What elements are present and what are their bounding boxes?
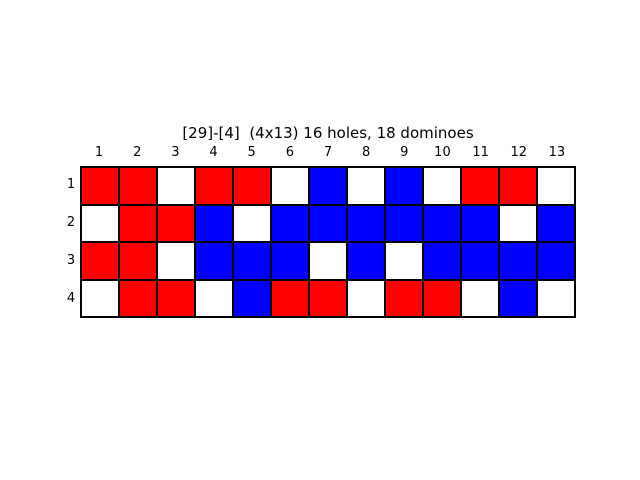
red-cell xyxy=(233,167,271,205)
hole-cell xyxy=(157,167,195,205)
column-label: 3 xyxy=(171,145,180,160)
column-label: 7 xyxy=(323,145,333,160)
blue-cell xyxy=(309,167,347,205)
row-label: 2 xyxy=(66,215,76,230)
blue-cell xyxy=(499,279,537,317)
hole-cell xyxy=(385,242,423,280)
domino-board xyxy=(80,166,576,318)
blue-cell xyxy=(347,242,385,280)
blue-cell xyxy=(385,204,423,242)
hole-cell xyxy=(309,242,347,280)
blue-cell xyxy=(537,242,575,280)
red-cell xyxy=(271,279,309,317)
blue-cell xyxy=(233,279,271,317)
column-label: 13 xyxy=(548,145,566,160)
hole-cell xyxy=(537,167,575,205)
column-label: 9 xyxy=(400,145,409,160)
red-cell xyxy=(81,242,119,280)
blue-cell xyxy=(423,242,461,280)
board-title: [29]-[4] (4x13) 16 holes, 18 dominoes xyxy=(182,124,474,142)
column-label: 10 xyxy=(434,145,451,160)
hole-cell xyxy=(499,204,537,242)
column-label: 8 xyxy=(361,145,371,160)
blue-cell xyxy=(385,167,423,205)
column-label: 12 xyxy=(510,145,528,160)
hole-cell xyxy=(81,279,119,317)
hole-cell xyxy=(347,279,385,317)
row-label: 3 xyxy=(66,253,76,268)
blue-cell xyxy=(233,242,271,280)
hole-cell xyxy=(81,204,119,242)
blue-cell xyxy=(347,204,385,242)
red-cell xyxy=(119,242,157,280)
hole-cell xyxy=(347,167,385,205)
hole-cell xyxy=(157,242,195,280)
red-cell xyxy=(195,167,233,205)
red-cell xyxy=(119,204,157,242)
row-label: 1 xyxy=(66,177,76,192)
red-cell xyxy=(119,279,157,317)
blue-cell xyxy=(499,242,537,280)
column-label: 1 xyxy=(94,145,104,160)
blue-cell xyxy=(423,204,461,242)
red-cell xyxy=(309,279,347,317)
blue-cell xyxy=(461,204,499,242)
blue-cell xyxy=(271,204,309,242)
row-label: 4 xyxy=(66,291,76,306)
blue-cell xyxy=(461,242,499,280)
hole-cell xyxy=(537,279,575,317)
blue-cell xyxy=(195,204,233,242)
red-cell xyxy=(461,167,499,205)
column-label: 5 xyxy=(247,145,256,160)
red-cell xyxy=(423,279,461,317)
red-cell xyxy=(157,279,195,317)
hole-cell xyxy=(233,204,271,242)
column-label: 4 xyxy=(209,145,218,160)
blue-cell xyxy=(195,242,233,280)
red-cell xyxy=(157,204,195,242)
red-cell xyxy=(499,167,537,205)
hole-cell xyxy=(271,167,309,205)
hole-cell xyxy=(423,167,461,205)
blue-cell xyxy=(537,204,575,242)
column-label: 11 xyxy=(472,145,489,160)
column-label: 2 xyxy=(133,145,142,160)
column-label: 6 xyxy=(285,145,294,160)
blue-cell xyxy=(271,242,309,280)
red-cell xyxy=(81,167,119,205)
red-cell xyxy=(119,167,157,205)
hole-cell xyxy=(461,279,499,317)
hole-cell xyxy=(195,279,233,317)
blue-cell xyxy=(309,204,347,242)
red-cell xyxy=(385,279,423,317)
